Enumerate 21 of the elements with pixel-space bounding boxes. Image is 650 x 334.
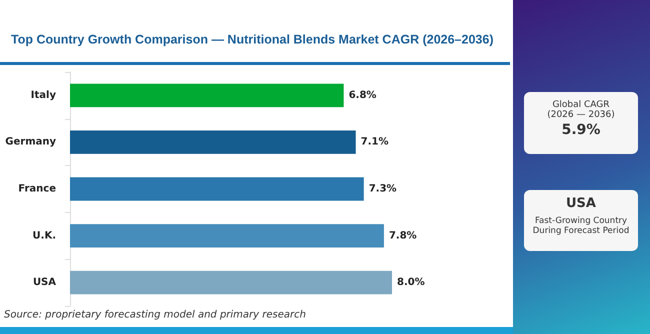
- y-tick-label: Germany: [5, 136, 56, 148]
- y-tick-label: U.K.: [32, 230, 56, 242]
- bar: [70, 224, 384, 248]
- y-tick-label: USA: [32, 277, 56, 288]
- text: Global CAGR (2026 — 2036): [546, 100, 616, 120]
- y-tick-label: Italy: [30, 90, 56, 101]
- text: 5.9%: [560, 122, 602, 138]
- text: USA: [565, 196, 597, 211]
- text: Fast-Growing Country During Forecast Period: [532, 216, 630, 236]
- data-label: 8.0%: [397, 277, 425, 288]
- data-label: 6.8%: [348, 90, 376, 101]
- source-note: Source: proprietary forecasting model and primary research: [4, 310, 306, 320]
- data-label: 7.1%: [360, 136, 389, 148]
- y-tick-label: France: [18, 184, 56, 194]
- bar: [70, 177, 364, 201]
- chart-title: Top Country Growth Comparison — Nutritional Blends Market CAGR (2026–2036): [11, 32, 494, 46]
- bar: [70, 84, 344, 108]
- bar: [70, 130, 356, 154]
- data-label: 7.8%: [388, 230, 417, 242]
- bar: [70, 270, 392, 294]
- data-label: 7.3%: [368, 184, 397, 194]
